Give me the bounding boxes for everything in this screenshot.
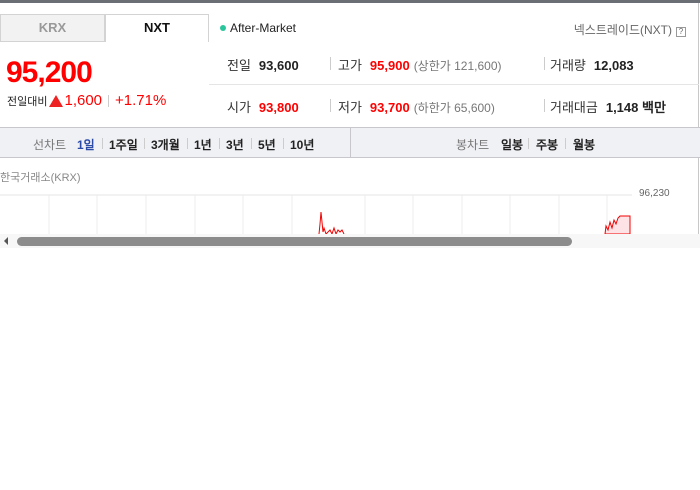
stat-amount: 거래대금 1,148 백만	[550, 97, 666, 116]
divider	[102, 138, 103, 149]
horizontal-scrollbar[interactable]	[0, 234, 700, 248]
divider	[209, 84, 699, 85]
tab-krx[interactable]: KRX	[0, 14, 105, 42]
provider-name: 넥스트레이드(NXT)	[573, 23, 672, 37]
period-1y[interactable]: 1년	[194, 138, 212, 152]
status-dot-icon	[220, 25, 226, 31]
stat-high: 고가 95,900 (상한가 121,600)	[338, 55, 502, 74]
stat-value: 95,900	[369, 58, 410, 73]
divider	[330, 99, 331, 112]
help-icon[interactable]: ?	[676, 27, 686, 37]
divider	[350, 128, 351, 158]
period-monthly[interactable]: 월봉	[573, 138, 596, 152]
stat-label: 거래량	[550, 58, 586, 73]
scroll-left-icon[interactable]	[4, 237, 8, 245]
period-weekly[interactable]: 주봉	[536, 138, 559, 152]
price-change: 전일대비 1,600 +1.71%	[7, 92, 166, 109]
period-3m[interactable]: 3개월	[151, 138, 180, 152]
divider	[251, 138, 252, 149]
stat-low: 저가 93,700 (하한가 65,600)	[338, 97, 495, 116]
stat-value: 93,800	[258, 100, 299, 115]
period-1d[interactable]: 1일	[77, 138, 95, 152]
price-chart	[0, 194, 632, 234]
divider	[108, 94, 110, 107]
upper-limit: (상한가 121,600)	[413, 59, 502, 73]
divider	[528, 138, 529, 149]
price-area	[604, 215, 631, 234]
gridlines	[48, 195, 608, 234]
stat-value: 1,148 백만	[605, 100, 666, 115]
stat-volume: 거래량 12,083	[550, 55, 634, 74]
market-status: After-Market	[220, 21, 296, 35]
top-border	[0, 0, 700, 3]
period-1w[interactable]: 1주일	[109, 138, 138, 152]
change-label: 전일대비	[7, 95, 48, 108]
scrollbar-thumb[interactable]	[17, 237, 572, 246]
divider	[187, 138, 188, 149]
stat-label: 저가	[338, 100, 362, 115]
candle-chart-label: 봉차트	[456, 138, 490, 152]
period-daily[interactable]: 일봉	[501, 138, 524, 152]
stat-value: 12,083	[593, 58, 634, 73]
chart-exchange-label: 한국거래소(KRX)	[0, 172, 81, 184]
stock-panel	[0, 3, 699, 235]
chart-max-label: 96,230	[639, 188, 670, 199]
divider	[565, 138, 566, 149]
stat-open: 시가 93,800	[227, 97, 299, 116]
divider	[283, 138, 284, 149]
line-chart-label: 선차트	[33, 138, 67, 152]
provider: 넥스트레이드(NXT)?	[574, 21, 686, 38]
divider	[219, 138, 220, 149]
divider	[544, 57, 545, 70]
stat-value: 93,700	[369, 100, 410, 115]
price-line	[318, 211, 345, 234]
stat-label: 거래대금	[550, 100, 598, 115]
change-value: 1,600	[64, 92, 103, 109]
period-10y[interactable]: 10년	[290, 138, 315, 152]
stat-prev-close: 전일 93,600	[227, 55, 299, 74]
period-3y[interactable]: 3년	[226, 138, 244, 152]
divider	[330, 57, 331, 70]
stat-label: 시가	[227, 100, 251, 115]
divider	[544, 99, 545, 112]
stat-label: 전일	[227, 58, 251, 73]
tab-nxt[interactable]: NXT	[105, 14, 209, 42]
chart-period-bar: 선차트 1일 1주일 3개월 1년 3년 5년 10년 봉차트 일봉 주봉 월봉	[0, 127, 700, 158]
market-status-text: After-Market	[230, 21, 297, 35]
divider	[144, 138, 145, 149]
stat-value: 93,600	[258, 58, 299, 73]
change-percent: +1.71%	[115, 92, 167, 109]
lower-limit: (하한가 65,600)	[413, 101, 495, 115]
period-5y[interactable]: 5년	[258, 138, 276, 152]
up-triangle-icon	[49, 94, 64, 107]
current-price: 95,200	[6, 56, 93, 89]
stat-label: 고가	[338, 58, 362, 73]
